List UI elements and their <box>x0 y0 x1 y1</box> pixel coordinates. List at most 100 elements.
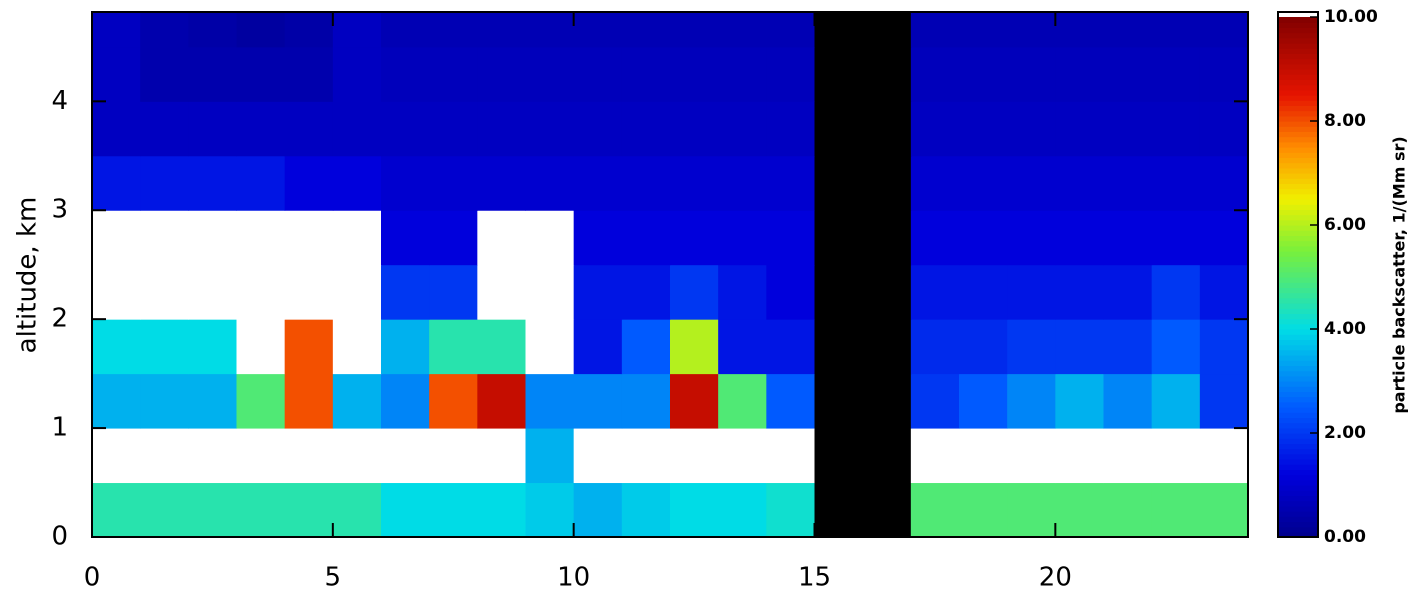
y-tick-label: 4 <box>51 86 68 116</box>
heatmap-cell <box>140 155 189 211</box>
heatmap-cell <box>766 319 815 375</box>
x-tick-label: 15 <box>798 563 831 593</box>
heatmap-cell <box>621 319 671 375</box>
y-tick-label: 2 <box>51 304 68 334</box>
colorbar-swatch <box>1278 58 1318 65</box>
heatmap-cell <box>284 264 334 320</box>
heatmap-cell <box>814 12 864 48</box>
heatmap-cell <box>1103 428 1153 484</box>
colorbar-swatch <box>1278 349 1318 356</box>
colorbar-frame <box>1277 11 1319 538</box>
heatmap-cell <box>766 264 815 320</box>
colorbar-swatch <box>1278 292 1318 299</box>
heatmap-cell <box>429 373 478 429</box>
colorbar-swatch <box>1278 443 1318 450</box>
heatmap-cell <box>910 482 960 537</box>
heatmap-cell <box>670 428 719 484</box>
heatmap-cell <box>477 210 526 266</box>
heatmap-cell <box>429 46 478 102</box>
colorbar-swatch <box>1278 17 1318 23</box>
colorbar-swatch <box>1278 53 1318 60</box>
heatmap-cell <box>959 101 1008 157</box>
heatmap-cell <box>477 101 526 157</box>
colorbar-swatch <box>1278 490 1318 496</box>
heatmap-cell <box>1199 428 1248 484</box>
colorbar-swatch <box>1278 245 1318 252</box>
heatmap-cell <box>236 46 286 102</box>
heatmap-cell <box>236 264 286 320</box>
heatmap-cell <box>525 12 575 48</box>
heatmap-cell <box>236 319 286 375</box>
heatmap-cell <box>381 46 430 102</box>
heatmap-cell <box>1007 155 1056 211</box>
heatmap-cell <box>862 155 912 211</box>
colorbar-swatch <box>1278 438 1318 444</box>
heatmap-cell <box>718 482 767 537</box>
heatmap-cell <box>525 482 575 537</box>
heatmap-cell <box>381 264 430 320</box>
colorbar-swatch <box>1278 147 1318 153</box>
heatmap-cell <box>718 319 767 375</box>
colorbar-swatch <box>1278 219 1318 226</box>
heatmap-cell <box>1055 428 1104 484</box>
heatmap-cell <box>910 101 960 157</box>
colorbar-swatch <box>1278 422 1318 429</box>
colorbar-swatch <box>1278 339 1318 346</box>
colorbar-tick-label: 4.00 <box>1324 319 1366 339</box>
colorbar-swatch <box>1278 214 1318 221</box>
heatmap-cell <box>1055 319 1104 375</box>
heatmap-cell <box>1007 373 1056 429</box>
heatmap-cell <box>477 46 526 102</box>
colorbar-swatch <box>1278 141 1318 148</box>
colorbar: 0.00 2.00 4.00 6.00 8.00 10.00 <box>1277 7 1378 547</box>
heatmap-cell <box>1199 12 1248 48</box>
colorbar-swatch <box>1278 329 1318 335</box>
colorbar-swatch <box>1278 531 1318 538</box>
heatmap-cell <box>1055 482 1104 537</box>
colorbar-swatch <box>1278 63 1318 70</box>
heatmap-cell <box>959 319 1008 375</box>
heatmap-cell <box>1055 210 1104 266</box>
heatmap-cell <box>621 46 671 102</box>
colorbar-swatch <box>1278 48 1318 54</box>
heatmap-cell <box>766 46 815 102</box>
colorbar-swatch <box>1278 235 1318 242</box>
heatmap-cell <box>621 264 671 320</box>
colorbar-swatch <box>1278 459 1318 465</box>
colorbar-top <box>1278 12 1318 17</box>
heatmap-cell <box>429 264 478 320</box>
heatmap-cell <box>718 428 767 484</box>
heatmap-cell <box>284 46 334 102</box>
heatmap-cell <box>718 101 767 157</box>
colorbar-tick-label: 8.00 <box>1324 111 1366 131</box>
heatmap-cell <box>814 482 864 537</box>
heatmap-cell <box>862 428 912 484</box>
colorbar-swatch <box>1278 100 1318 106</box>
colorbar-swatch <box>1278 344 1318 351</box>
heatmap-cell <box>92 46 141 102</box>
y-tick-label: 3 <box>51 195 68 225</box>
heatmap-cell <box>1055 101 1104 157</box>
heatmap-cell <box>284 482 334 537</box>
colorbar-swatch <box>1278 256 1318 262</box>
heatmap-cell <box>766 210 815 266</box>
heatmap-cell <box>1103 46 1153 102</box>
heatmap-cell <box>766 373 815 429</box>
heatmap-cell <box>959 428 1008 484</box>
heatmap-cell <box>236 101 286 157</box>
heatmap-cell <box>332 155 382 211</box>
heatmap-cell <box>188 155 237 211</box>
colorbar-swatch <box>1278 162 1318 169</box>
heatmap-cell <box>573 12 623 48</box>
colorbar-swatch <box>1278 32 1318 39</box>
heatmap-cell <box>1103 264 1153 320</box>
heatmap-cell <box>573 319 623 375</box>
heatmap-cell <box>621 155 671 211</box>
heatmap-cell <box>140 319 189 375</box>
colorbar-swatch <box>1278 84 1318 91</box>
plot-frame <box>91 11 1249 538</box>
heatmap-cell <box>332 482 382 537</box>
heatmap-cell <box>621 428 671 484</box>
heatmap-cell <box>140 12 189 48</box>
colorbar-swatch <box>1278 193 1318 200</box>
